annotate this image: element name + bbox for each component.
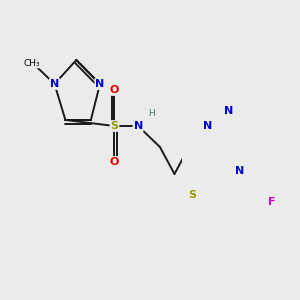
Text: O: O [110, 85, 119, 95]
Text: N: N [202, 121, 212, 131]
Text: S: S [110, 121, 118, 131]
Text: N: N [50, 79, 59, 89]
Text: F: F [268, 197, 275, 207]
Text: H: H [148, 110, 155, 118]
Text: N: N [134, 121, 143, 131]
Text: S: S [189, 190, 196, 200]
Text: CH₃: CH₃ [23, 58, 40, 68]
Text: O: O [110, 85, 119, 95]
Text: CH₃: CH₃ [23, 58, 40, 68]
Text: S: S [189, 190, 196, 200]
Text: N: N [95, 79, 105, 89]
Text: N: N [224, 106, 234, 116]
Text: O: O [110, 157, 119, 167]
Text: N: N [95, 79, 105, 89]
Text: N: N [202, 121, 212, 131]
Text: S: S [110, 121, 118, 131]
Text: F: F [268, 197, 275, 207]
Text: N: N [235, 166, 244, 176]
Text: N: N [134, 121, 143, 131]
Text: N: N [235, 166, 244, 176]
Text: O: O [110, 157, 119, 167]
Text: N: N [50, 79, 59, 89]
Text: N: N [224, 106, 234, 116]
